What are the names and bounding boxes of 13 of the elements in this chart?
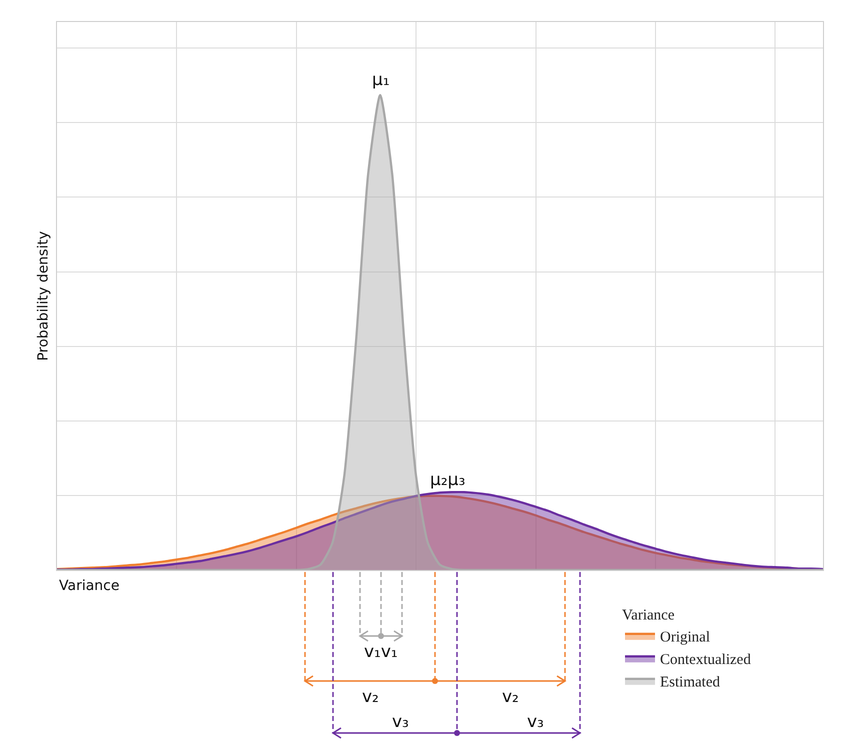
text: μ₁	[372, 70, 390, 90]
y-axis-title: Probability density	[36, 231, 52, 361]
legend-label: Original	[660, 630, 710, 646]
text: v₁v₁	[364, 642, 398, 662]
legend-label: Contextualized	[660, 652, 752, 668]
text: v₃	[527, 712, 544, 732]
text: v₂	[502, 687, 519, 707]
legend-title: Variance	[622, 608, 675, 624]
x-axis-title: Variance	[59, 578, 120, 594]
annotation: μ₂μ₃	[430, 470, 466, 490]
legend-label: Estimated	[660, 674, 720, 691]
text: v₂	[362, 687, 379, 707]
text: v₃	[392, 712, 409, 732]
